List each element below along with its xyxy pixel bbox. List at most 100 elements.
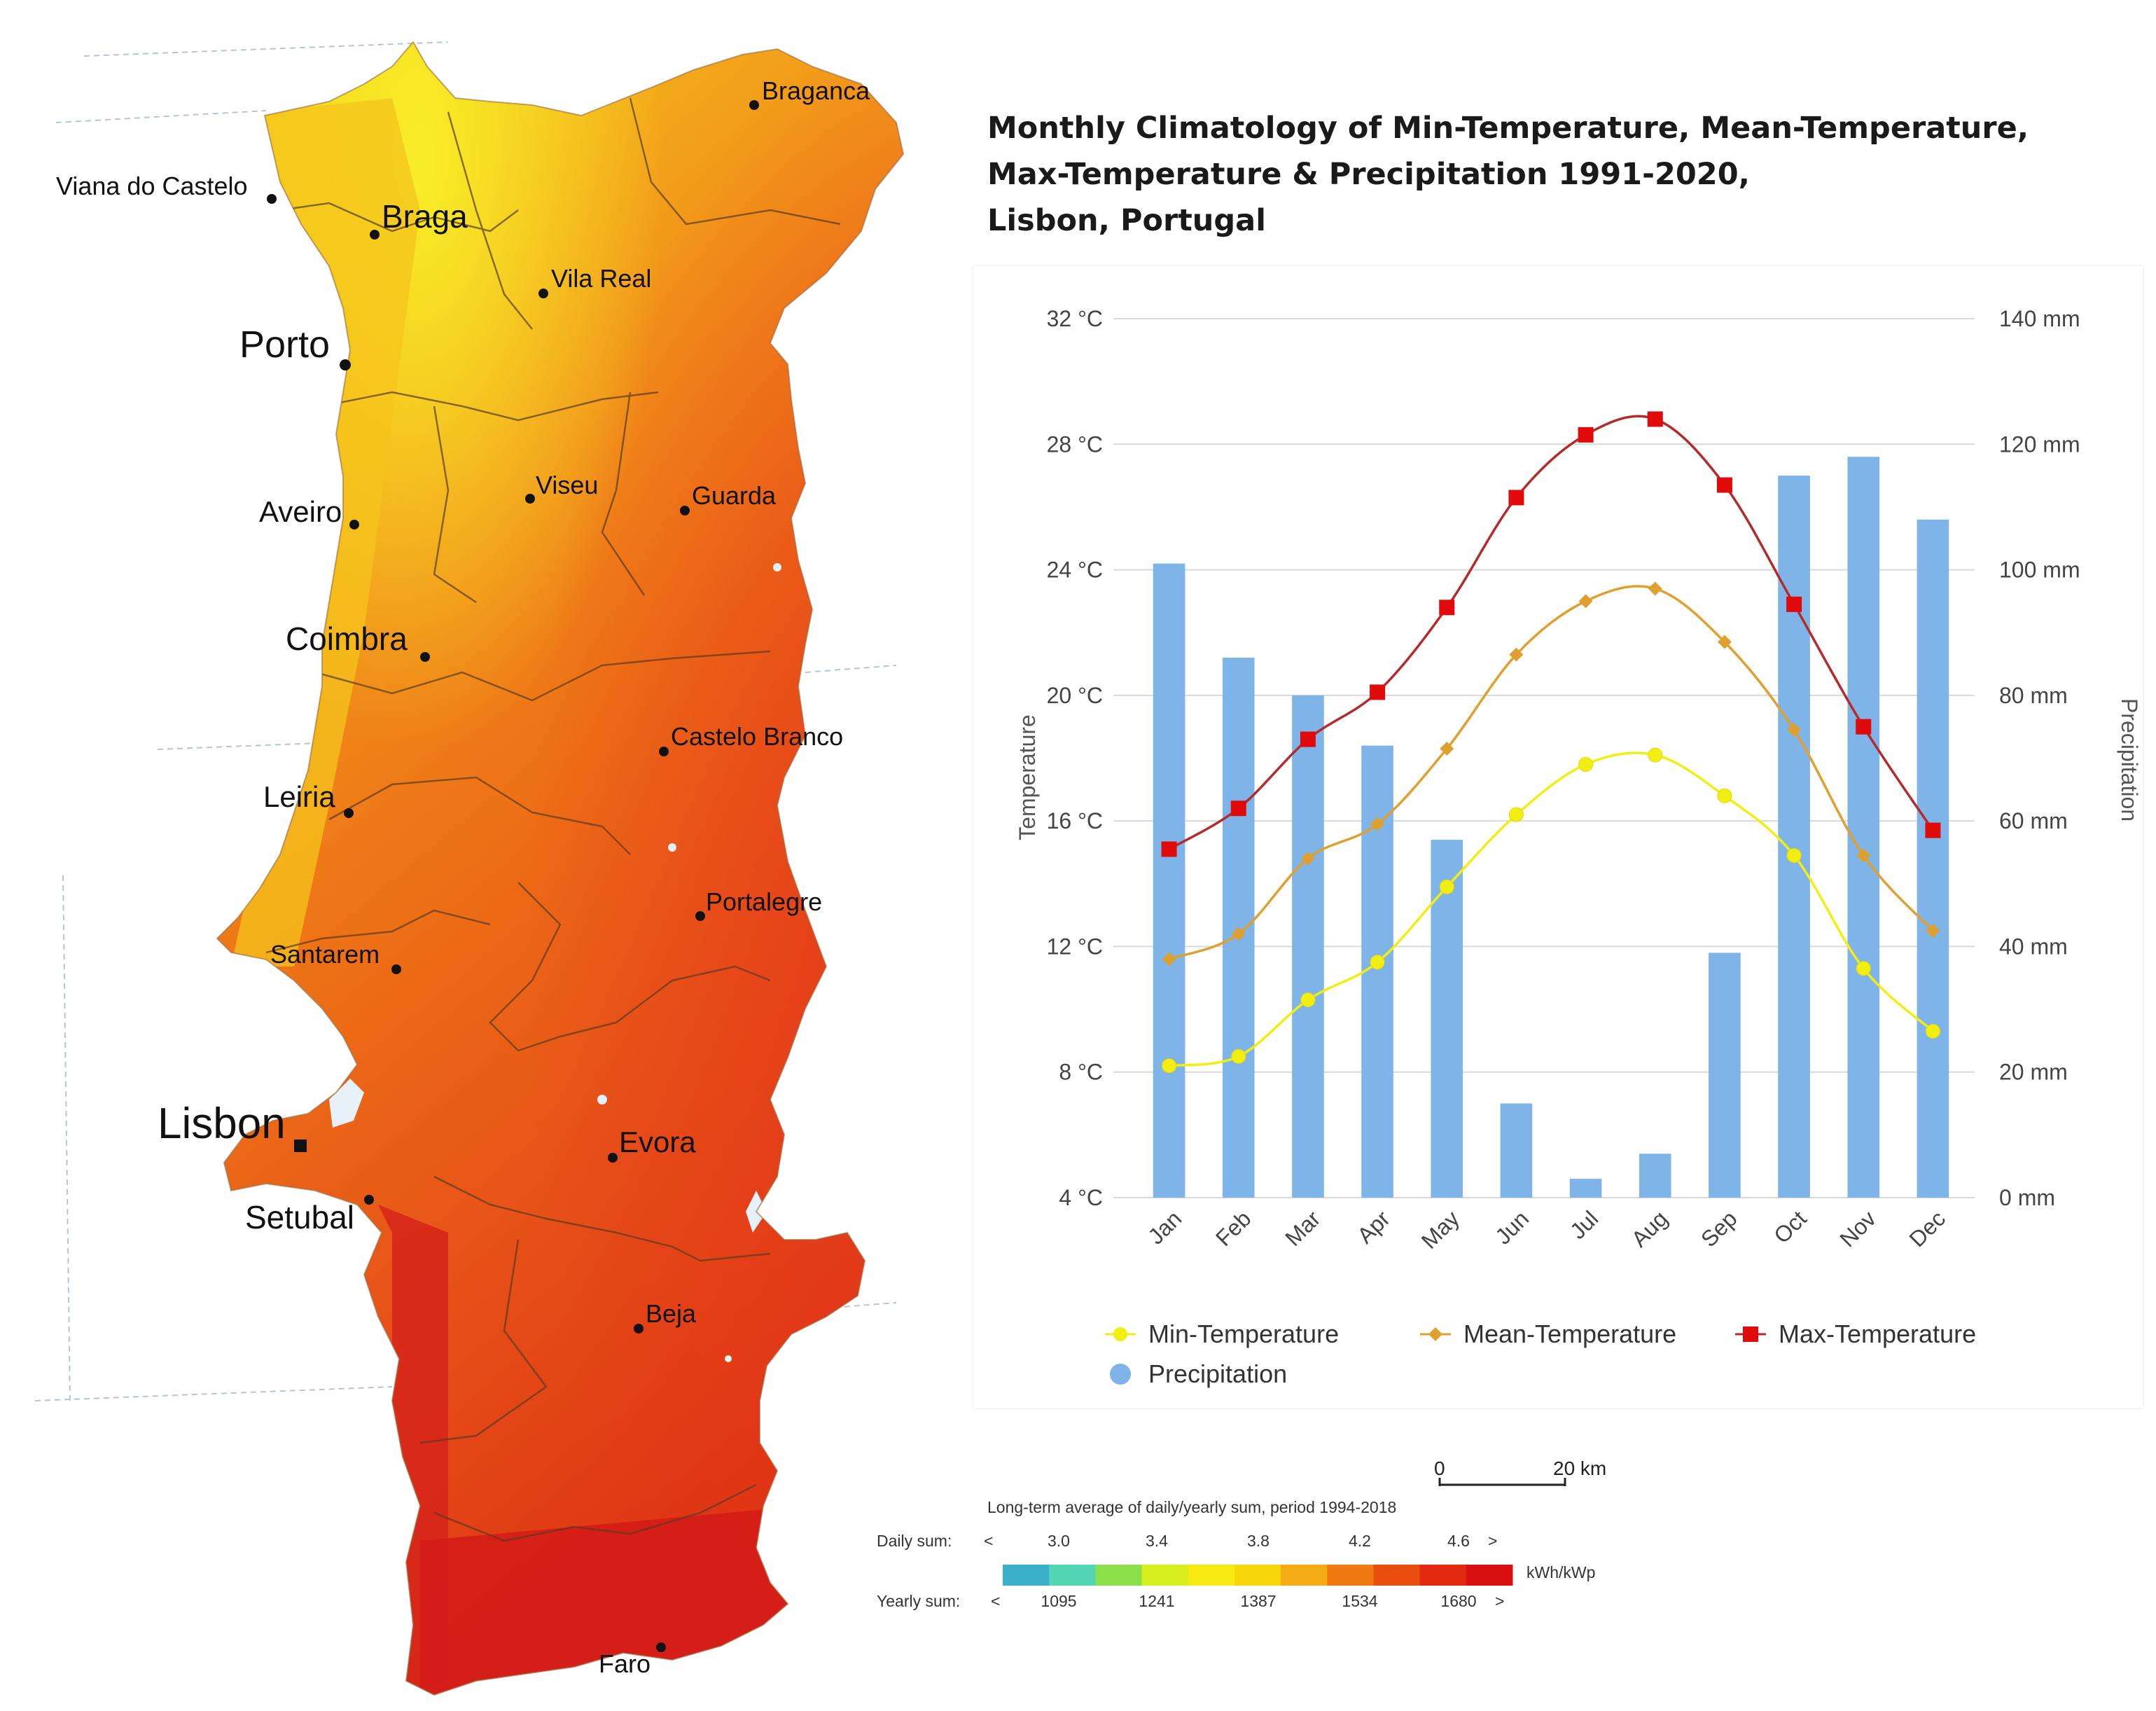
legend-marker-max bbox=[1743, 1326, 1758, 1342]
city-setubal: Setubal bbox=[245, 1195, 374, 1235]
city-label: Braga bbox=[382, 198, 468, 235]
x-tick-label: Oct bbox=[1769, 1206, 1811, 1249]
precipitation-bar bbox=[1292, 695, 1324, 1198]
precipitation-bars bbox=[1153, 457, 1949, 1198]
max-temp-point bbox=[1716, 477, 1732, 493]
chart-title-line: Lisbon, Portugal bbox=[987, 203, 1266, 238]
mean-temp-point bbox=[1717, 635, 1732, 649]
precipitation-bar bbox=[1500, 1103, 1533, 1198]
y-tick-right: 0 mm bbox=[1999, 1185, 2055, 1210]
x-tick-label: Dec bbox=[1904, 1206, 1950, 1252]
daily-gt: > bbox=[1488, 1532, 1497, 1550]
city-evora: Evora bbox=[608, 1125, 696, 1163]
city-label: Leiria bbox=[263, 780, 335, 813]
temperature-lines bbox=[1161, 411, 1941, 1074]
legend-values: 3.0 3.4 3.8 4.2 4.6 1095 1241 1387 1534 1680 bbox=[1041, 1532, 1476, 1610]
max-temp-point bbox=[1161, 841, 1177, 857]
series-line-mean-temperature bbox=[1168, 585, 1934, 961]
colorbar-swatch bbox=[1003, 1565, 1050, 1586]
scale-bar: 0 20 km bbox=[1434, 1457, 1606, 1486]
max-temp-point bbox=[1925, 822, 1941, 838]
yearly-value: 1387 bbox=[1240, 1592, 1276, 1610]
legend-marker-mean bbox=[1428, 1327, 1442, 1341]
city-beja: Beja bbox=[634, 1299, 697, 1334]
daily-value: 3.4 bbox=[1146, 1532, 1168, 1550]
city-porto: Porto bbox=[239, 324, 351, 370]
climate-chart: 4 °C 0 mm 8 °C 20 mm 12 °C 40 mm 16 °C 60 mm 20 … bbox=[1015, 306, 2142, 1388]
city-braganca: Braganca bbox=[749, 76, 870, 110]
city-coimbra: Coimbra bbox=[286, 621, 430, 662]
daily-value: 3.0 bbox=[1048, 1532, 1070, 1550]
x-tick-label: Sep bbox=[1696, 1206, 1742, 1252]
y-tick-right: 100 mm bbox=[1999, 557, 2080, 583]
max-temp-point bbox=[1300, 731, 1316, 747]
y-axis-label-right: Precipitation bbox=[2117, 698, 2142, 822]
chart-title: Monthly Climatology of Min-Temperature, … bbox=[987, 105, 2080, 244]
legend-colorbar bbox=[1003, 1565, 1513, 1586]
y-tick-right: 20 mm bbox=[1999, 1060, 2068, 1085]
mean-temp-point bbox=[1856, 848, 1871, 863]
yearly-gt: > bbox=[1495, 1592, 1504, 1610]
city-label: Santarem bbox=[270, 940, 380, 969]
city-viseu: Viseu bbox=[525, 471, 598, 504]
mean-temp-point bbox=[1370, 817, 1385, 831]
y-tick-left: 16 °C bbox=[1047, 808, 1103, 833]
x-tick-label: Jan bbox=[1143, 1206, 1186, 1249]
solar-legend-title: Long-term average of daily/yearly sum, p… bbox=[987, 1498, 1396, 1516]
city-castelo-branco: Castelo Branco bbox=[659, 722, 843, 756]
y-tick-right: 120 mm bbox=[1999, 431, 2080, 457]
min-temp-point bbox=[1648, 747, 1663, 763]
city-label: Portalegre bbox=[706, 887, 822, 916]
daily-lt: < bbox=[984, 1532, 993, 1550]
min-temp-point bbox=[1370, 955, 1385, 970]
city-portalegre: Portalegre bbox=[695, 887, 822, 921]
city-label: Evora bbox=[619, 1125, 696, 1158]
precipitation-bar bbox=[1847, 457, 1880, 1198]
chart-panel: 4 °C 0 mm 8 °C 20 mm 12 °C 40 mm 16 °C 60 mm 20 … bbox=[973, 266, 2143, 1408]
mean-temp-point bbox=[1300, 851, 1315, 866]
colorbar-swatch bbox=[1327, 1565, 1374, 1586]
city-label: Lisbon bbox=[158, 1100, 286, 1148]
grid-lines bbox=[1113, 318, 1975, 1198]
yearly-lt: < bbox=[991, 1592, 1000, 1610]
max-temp-point bbox=[1578, 427, 1594, 443]
x-tick-label: Nov bbox=[1835, 1206, 1881, 1252]
city-braga: Braga bbox=[370, 198, 468, 240]
max-temp-point bbox=[1439, 600, 1455, 616]
x-tick-label: Mar bbox=[1280, 1205, 1326, 1251]
max-temp-point bbox=[1647, 411, 1663, 427]
x-tick-label: Jun bbox=[1490, 1206, 1533, 1249]
x-tick-label: Aug bbox=[1627, 1206, 1673, 1252]
legend-label: Max-Temperature bbox=[1779, 1319, 1976, 1348]
city-lisbon: Lisbon bbox=[158, 1100, 307, 1152]
city-label: Aveiro bbox=[259, 495, 342, 528]
mean-temp-point bbox=[1787, 723, 1802, 737]
legend-marker-precipitation bbox=[1110, 1364, 1131, 1385]
min-temp-point bbox=[1300, 992, 1316, 1008]
min-temp-point bbox=[1856, 961, 1871, 976]
yearly-value: 1241 bbox=[1139, 1592, 1174, 1610]
city-label: Viana do Castelo bbox=[56, 172, 248, 200]
mean-temp-point bbox=[1162, 952, 1176, 967]
chart-title-line: Monthly Climatology of Min-Temperature, … bbox=[987, 111, 2029, 146]
legend-label: Min-Temperature bbox=[1148, 1319, 1339, 1348]
city-label: Beja bbox=[646, 1299, 697, 1328]
max-temp-point bbox=[1508, 490, 1524, 506]
daily-value: 4.6 bbox=[1447, 1532, 1470, 1550]
colorbar-swatch bbox=[1281, 1565, 1328, 1586]
min-temp-point bbox=[1786, 847, 1802, 863]
city-label: Porto bbox=[239, 324, 330, 366]
colorbar-swatch bbox=[1234, 1565, 1281, 1586]
daily-value: 3.8 bbox=[1247, 1532, 1270, 1550]
yearly-value: 1534 bbox=[1342, 1592, 1377, 1610]
mean-temp-point bbox=[1231, 927, 1246, 941]
precipitation-bar bbox=[1153, 563, 1185, 1198]
mean-temp-point bbox=[1648, 581, 1662, 596]
city-santarem: Santarem bbox=[270, 940, 401, 974]
series-line-min-temperature bbox=[1169, 751, 1934, 1067]
precipitation-bar bbox=[1639, 1154, 1671, 1198]
city-label: Guarda bbox=[692, 481, 777, 510]
legend-unit: kWh/kWp bbox=[1526, 1563, 1595, 1581]
y-tick-left: 4 °C bbox=[1059, 1185, 1103, 1210]
max-temp-point bbox=[1856, 719, 1872, 735]
